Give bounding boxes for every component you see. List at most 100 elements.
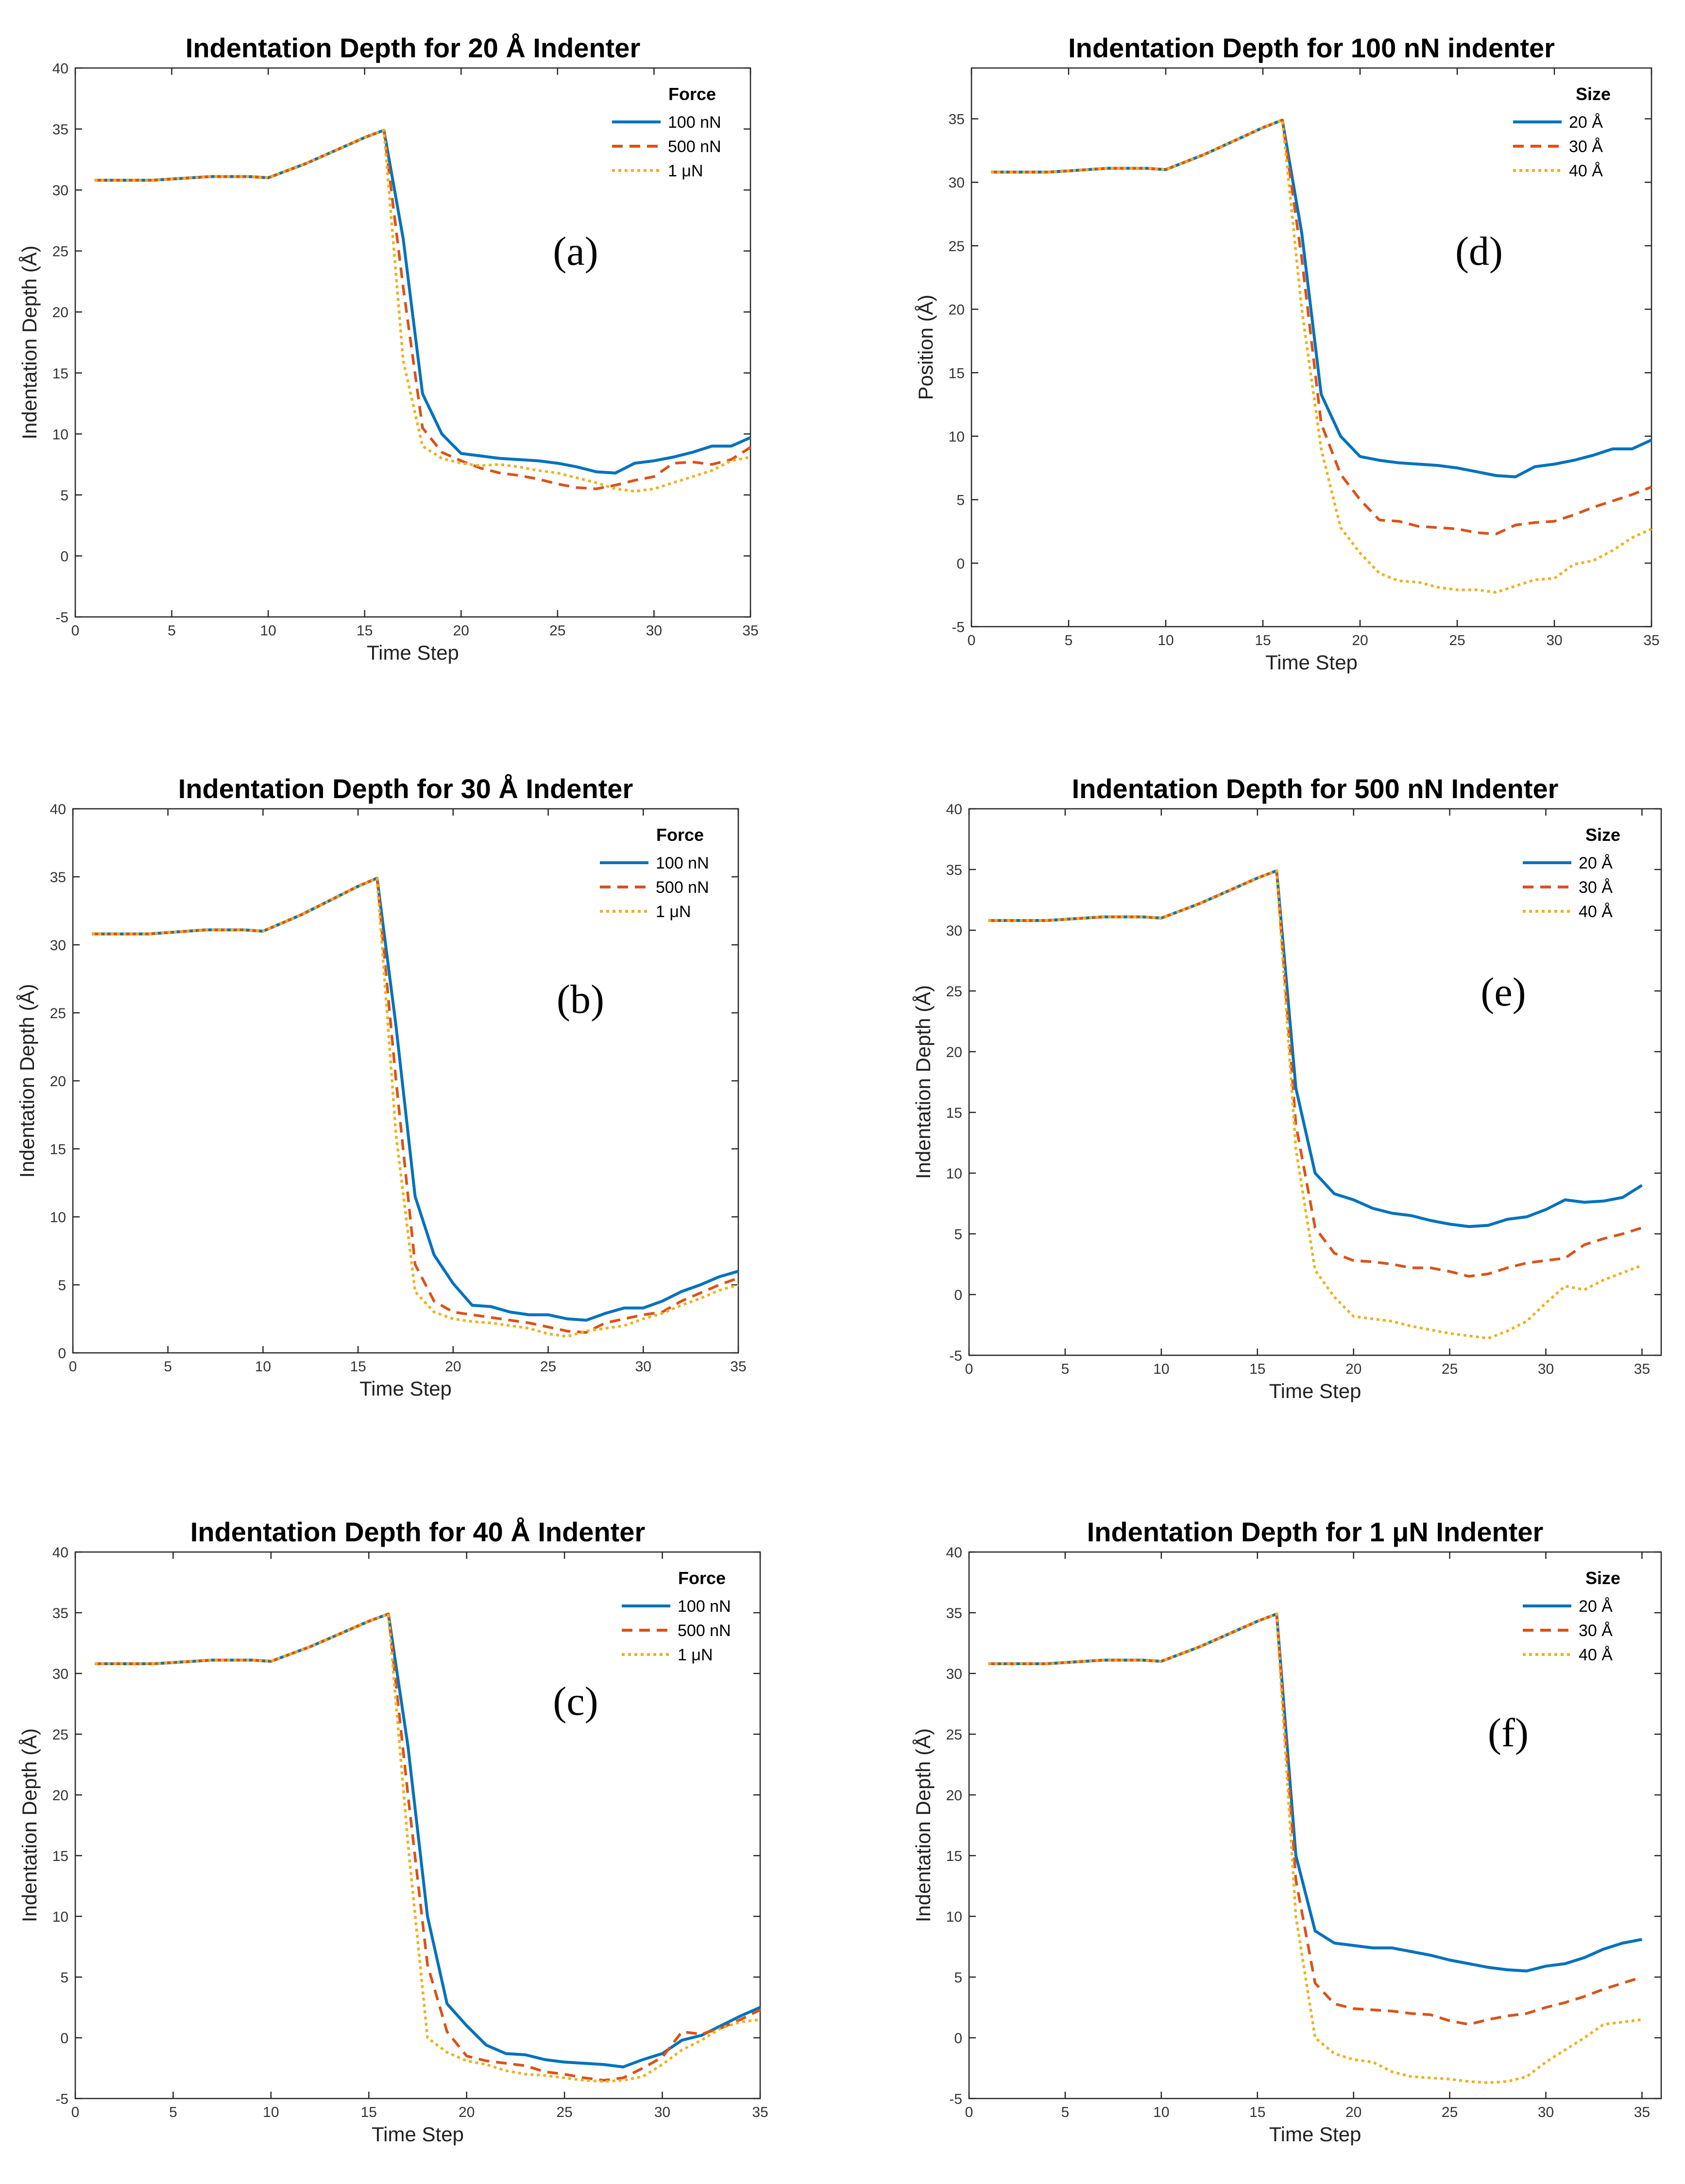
chart-title: Indentation Depth for 100 nN indenter [1068,33,1555,63]
x-axis-label: Time Step [372,2123,464,2146]
legend-entry-3: 40 Å [1579,1646,1613,1664]
legend-entry-1: 100 nN [668,113,721,132]
y-tick-label: 15 [52,366,68,382]
y-tick-label: 0 [954,1287,962,1303]
panel-label: (c) [553,1679,598,1724]
x-tick-label: 35 [752,2104,768,2120]
chart-title: Indentation Depth for 500 nN Indenter [1072,773,1559,804]
x-tick-label: 35 [1643,632,1659,648]
y-tick-label: 30 [52,1666,68,1682]
y-tick-label: 40 [52,1545,68,1561]
x-tick-label: 30 [1546,632,1562,648]
x-tick-label: 10 [1153,2104,1169,2120]
y-axis-label: Indentation Depth (Å) [912,985,935,1179]
x-tick-label: 35 [1634,1361,1650,1377]
y-tick-label: 15 [949,365,965,381]
y-axis-label: Indentation Depth (Å) [912,1728,935,1922]
y-tick-label: 10 [949,429,965,445]
y-tick-label: 5 [954,1227,962,1243]
x-tick-label: 5 [1061,2104,1070,2120]
x-tick-label: 5 [1065,632,1073,648]
x-tick-label: 25 [1449,632,1465,648]
x-tick-label: 10 [260,623,276,639]
y-tick-label: 40 [50,802,66,818]
series-line-3 [991,119,1652,594]
x-tick-label: 25 [1442,1361,1458,1377]
y-tick-label: 20 [52,305,68,321]
legend-entry-1: 20 Å [1579,854,1613,872]
x-tick-label: 0 [965,1361,973,1377]
x-tick-label: 0 [69,1359,77,1375]
y-tick-label: 0 [956,556,965,572]
y-tick-label: 10 [52,427,68,443]
x-tick-label: 30 [1538,2104,1554,2120]
y-tick-label: 0 [954,2030,962,2047]
y-tick-label: 25 [946,1727,962,1743]
y-tick-label: 0 [58,1346,66,1362]
x-tick-label: 35 [730,1359,746,1375]
panel-label: (d) [1455,229,1503,274]
legend-title: Force [656,825,704,845]
y-tick-label: 20 [949,302,965,318]
x-tick-label: 25 [556,2104,572,2120]
x-tick-label: 35 [1634,2104,1650,2120]
chart-panel-b: Indentation Depth for 30 Å Indenter 0 5 10 1… [16,773,747,1400]
chart-title: Indentation Depth for 20 Å Indenter [186,33,640,63]
y-tick-label: 40 [946,1545,962,1561]
x-tick-label: 0 [71,2104,80,2120]
x-tick-label: 30 [1538,1361,1554,1377]
x-tick-label: 0 [71,623,80,639]
legend-entry-2: 30 Å [1579,1621,1613,1640]
y-tick-label: -5 [55,610,68,626]
legend-entry-3: 40 Å [1569,162,1603,180]
panel-label: (e) [1481,970,1526,1015]
series-line-3 [94,129,751,493]
y-axis-label: Position (Å) [914,294,937,400]
y-tick-label: 10 [50,1210,66,1226]
chart-panel-c: Indentation Depth for 40 Å Indenter 0 5 10 1… [18,1517,768,2146]
legend-entry-3: 1 μN [656,903,691,921]
y-tick-label: 35 [52,1605,68,1621]
y-tick-label: 35 [52,122,68,138]
x-tick-label: 15 [350,1359,366,1375]
legend-title: Force [668,84,716,104]
y-tick-label: 0 [60,2030,68,2047]
panel-label: (a) [553,229,598,274]
x-tick-label: 30 [646,623,662,639]
y-tick-label: 5 [60,488,68,504]
y-tick-label: 35 [949,112,965,128]
panel-label: (f) [1488,1710,1529,1756]
x-tick-label: 20 [1352,632,1368,648]
x-tick-label: 30 [635,1359,651,1375]
chart-title: Indentation Depth for 30 Å Indenter [178,773,633,804]
x-axis-label: Time Step [1269,2123,1362,2146]
y-tick-label: 15 [946,1848,962,1864]
y-axis-label: Indentation Depth (Å) [18,1728,41,1922]
x-tick-label: 20 [1345,1361,1362,1377]
y-tick-label: 20 [52,1788,68,1804]
y-tick-label: -5 [952,619,965,635]
y-tick-label: 10 [946,1166,962,1182]
y-tick-label: 5 [60,1970,68,1986]
x-tick-label: 30 [654,2104,670,2120]
x-tick-label: 35 [742,623,758,639]
x-tick-label: 15 [361,2104,377,2120]
y-tick-label: 15 [52,1848,68,1864]
y-axis-label: Indentation Depth (Å) [16,984,38,1177]
y-tick-label: 25 [50,1006,66,1022]
x-tick-label: 25 [540,1359,556,1375]
x-tick-label: 10 [263,2104,279,2120]
series-line-3 [95,1612,761,2083]
y-tick-label: 25 [949,239,965,255]
y-tick-label: 10 [52,1909,68,1925]
y-tick-label: 35 [946,862,962,878]
y-tick-label: 30 [946,1666,962,1682]
x-tick-label: 15 [1249,1361,1265,1377]
x-tick-label: 15 [1249,2104,1265,2120]
y-tick-label: 10 [946,1909,962,1925]
legend-entry-3: 1 μN [668,162,703,180]
y-tick-label: 5 [956,493,965,509]
x-tick-label: 5 [164,1359,172,1375]
legend-entry-1: 20 Å [1569,113,1603,132]
y-tick-label: 30 [949,175,965,191]
